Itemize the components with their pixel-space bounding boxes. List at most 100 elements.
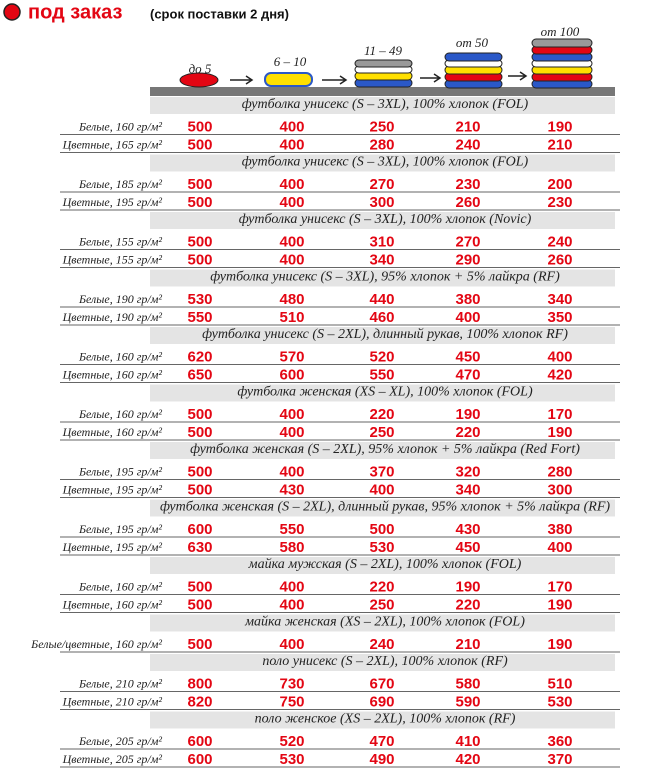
price: 280	[369, 136, 394, 153]
price: 630	[187, 539, 212, 556]
price: 500	[187, 578, 212, 595]
row-label: Цветные, 160 гр/м²	[62, 597, 163, 611]
row-label: Белые, 210 гр/м²	[78, 676, 162, 690]
section-title: футболка женская (S – 2XL), длинный рука…	[160, 500, 610, 515]
section-title: футболка унисекс (S – 3XL), 100% хлопок …	[242, 155, 529, 170]
price: 190	[455, 578, 480, 595]
price: 600	[187, 521, 212, 538]
price: 400	[279, 636, 304, 653]
ground	[150, 87, 615, 96]
price: 220	[455, 596, 480, 613]
price: 370	[369, 463, 394, 480]
price: 430	[455, 521, 480, 538]
price: 370	[547, 751, 572, 768]
row-label: Белые, 185 гр/м²	[78, 177, 162, 191]
row-label: Белые, 195 гр/м²	[78, 464, 162, 478]
header-title: под заказ	[28, 1, 122, 23]
section-title: футболка унисекс (S – 3XL), 95% хлопок +…	[210, 270, 560, 285]
quantity-label: от 50	[456, 35, 489, 50]
price: 200	[547, 176, 572, 193]
price: 270	[369, 176, 394, 193]
price: 250	[369, 424, 394, 441]
price: 190	[455, 406, 480, 423]
price: 430	[279, 481, 304, 498]
price: 520	[369, 348, 394, 365]
price: 520	[279, 733, 304, 750]
section-title: поло женское (XS – 2XL), 100% хлопок (RF…	[255, 712, 516, 727]
price: 190	[547, 596, 572, 613]
price: 730	[279, 675, 304, 692]
stack	[531, 38, 593, 89]
header-subtitle: (срок поставки 2 дня)	[150, 6, 289, 21]
price: 500	[187, 176, 212, 193]
price: 650	[187, 366, 212, 383]
price: 220	[369, 406, 394, 423]
price: 590	[455, 693, 480, 710]
price: 360	[547, 733, 572, 750]
section-title: поло унисекс (S – 2XL), 100% хлопок (RF)	[262, 654, 508, 669]
quantity-label: 11 – 49	[364, 43, 403, 58]
title-band	[150, 711, 615, 729]
quantity-label: 6 – 10	[274, 54, 307, 69]
price: 290	[455, 251, 480, 268]
price: 400	[455, 309, 480, 326]
price: 420	[455, 751, 480, 768]
title-band	[150, 212, 615, 229]
price: 310	[369, 233, 394, 250]
price: 450	[455, 539, 480, 556]
price: 500	[187, 233, 212, 250]
price: 250	[369, 596, 394, 613]
title-band	[150, 154, 615, 172]
row-label: Цветные, 195 гр/м²	[62, 482, 163, 496]
price: 400	[279, 118, 304, 135]
row-label: Цветные, 210 гр/м²	[62, 694, 163, 708]
price: 500	[187, 194, 212, 211]
price: 500	[369, 521, 394, 538]
price: 670	[369, 675, 394, 692]
price: 400	[279, 194, 304, 211]
section-title: футболка унисекс (S – 2XL), длинный рука…	[202, 327, 568, 342]
price: 190	[547, 636, 572, 653]
price: 460	[369, 309, 394, 326]
price: 230	[547, 194, 572, 211]
price: 600	[279, 366, 304, 383]
price: 400	[547, 348, 572, 365]
price: 600	[187, 751, 212, 768]
price: 440	[369, 291, 394, 308]
price: 260	[455, 194, 480, 211]
title-band	[150, 269, 615, 287]
price: 300	[547, 481, 572, 498]
price: 300	[369, 194, 394, 211]
price: 400	[279, 176, 304, 193]
stack	[354, 59, 413, 88]
price: 220	[369, 578, 394, 595]
row-label: Цветные, 205 гр/м²	[62, 752, 163, 766]
row-label: Белые, 160 гр/м²	[78, 407, 162, 421]
price: 350	[547, 309, 572, 326]
arrows	[230, 71, 528, 85]
price: 500	[187, 463, 212, 480]
price: 280	[547, 463, 572, 480]
price: 500	[187, 636, 212, 653]
row-label: Белые, 195 гр/м²	[78, 522, 162, 536]
price: 420	[547, 366, 572, 383]
title-band	[150, 499, 615, 517]
stack	[444, 52, 503, 89]
title-band	[150, 654, 615, 671]
row-label: Цветные, 195 гр/м²	[62, 540, 163, 554]
row-label: Цветные, 155 гр/м²	[62, 252, 163, 266]
price: 500	[187, 118, 212, 135]
price: 400	[279, 596, 304, 613]
price: 340	[455, 481, 480, 498]
price: 620	[187, 348, 212, 365]
logo-dot	[3, 3, 21, 21]
title-band	[150, 97, 615, 114]
price: 270	[455, 233, 480, 250]
illustration	[150, 38, 615, 96]
section-title: футболка унисекс (S – 3XL), 100% хлопок …	[239, 212, 532, 227]
row-label: Цветные, 165 гр/м²	[62, 137, 163, 151]
price: 500	[187, 136, 212, 153]
price: 400	[279, 463, 304, 480]
price: 250	[369, 118, 394, 135]
price: 530	[279, 751, 304, 768]
